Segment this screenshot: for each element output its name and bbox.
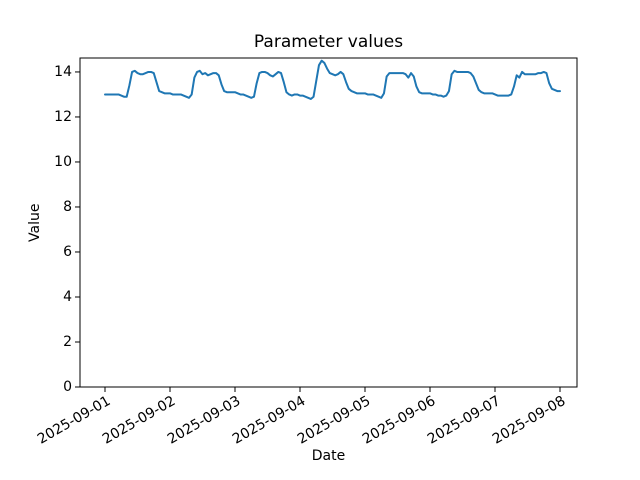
chart-title: Parameter values	[253, 32, 404, 52]
y-tick-label: 12	[54, 108, 72, 125]
y-tick-label: 14	[54, 63, 72, 80]
x-axis-label: Date	[311, 448, 346, 464]
y-tick-label: 2	[63, 333, 72, 350]
plot-frame	[79, 57, 578, 388]
y-tick-label: 4	[63, 288, 72, 305]
y-tick-label: 6	[63, 243, 72, 260]
y-tick-label: 10	[54, 153, 72, 170]
data-line	[104, 59, 561, 100]
y-tick-label: 8	[63, 198, 72, 215]
y-tick-label: 0	[63, 379, 72, 395]
